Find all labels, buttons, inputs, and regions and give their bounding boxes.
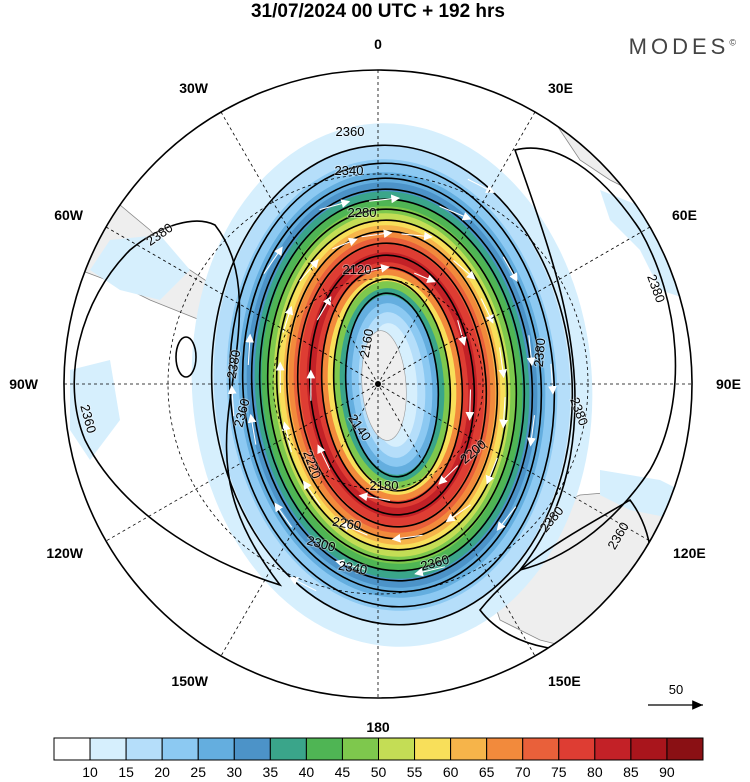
colorbar-swatch	[233, 737, 271, 761]
brand-name: MODES	[628, 34, 730, 59]
lon-label-30e: 30E	[548, 80, 573, 96]
lon-label-30w: 30W	[179, 80, 209, 96]
colorbar-swatch	[53, 737, 91, 761]
colorbar-swatch	[666, 737, 704, 761]
colorbar-swatch	[341, 737, 380, 761]
colorbar-label: 50	[370, 764, 387, 780]
contour-label: 2120	[343, 262, 372, 277]
colorbar-swatch	[414, 737, 452, 761]
colorbar-label: 80	[587, 764, 603, 780]
contour-label: 2360	[336, 124, 365, 139]
colorbar-label: 15	[118, 764, 134, 780]
lon-label-60w: 60W	[54, 207, 84, 223]
lon-label-180: 180	[366, 719, 390, 735]
lon-label-150w: 150W	[171, 673, 208, 689]
map-title: 31/07/2024 00 UTC + 192 hrs	[250, 1, 506, 22]
lon-label-120e: 120E	[673, 545, 706, 561]
colorbar	[53, 737, 704, 761]
colorbar-swatch	[305, 737, 343, 761]
wind-vectors	[227, 178, 557, 592]
brand-logo: MODES©	[629, 34, 736, 60]
colorbar-label: 35	[262, 764, 279, 780]
colorbar-swatch	[522, 737, 560, 761]
copyright-mark: ©	[729, 37, 736, 48]
colorbar-swatch	[378, 737, 416, 761]
lon-label-0: 0	[374, 36, 382, 52]
lon-label-150e: 150E	[548, 673, 581, 689]
outer-wind-patches	[70, 190, 692, 520]
colorbar-label: 10	[82, 764, 98, 780]
colorbar-label: 90	[659, 764, 675, 780]
south-pole-marker	[375, 381, 381, 387]
contour-label: 2180	[370, 478, 399, 493]
colorbar-swatch	[630, 737, 668, 761]
colorbar-label: 75	[550, 764, 567, 780]
vector-scale: 50	[648, 682, 703, 710]
colorbar-swatch	[269, 737, 307, 761]
graticule	[64, 70, 692, 698]
colorbar-label: 45	[334, 764, 351, 780]
colorbar-swatch	[89, 737, 127, 761]
colorbar-swatch	[125, 737, 163, 761]
colorbar-label: 70	[514, 764, 531, 780]
contour-label: 2280	[348, 205, 377, 220]
colorbar-swatch	[594, 737, 632, 761]
colorbar-label: 85	[623, 764, 639, 780]
colorbar-label: 20	[154, 764, 170, 780]
contour-label: 2380	[531, 338, 548, 368]
map-boundary	[63, 69, 693, 699]
colorbar-swatch	[197, 737, 235, 761]
colorbar-label: 65	[478, 764, 495, 780]
colorbar-label: 40	[298, 764, 315, 780]
colorbar-swatch	[450, 737, 488, 761]
colorbar-label: 55	[406, 764, 423, 780]
lon-label-90w: 90W	[9, 376, 39, 392]
colorbar-label: 30	[226, 764, 243, 780]
colorbar-swatch	[558, 737, 596, 761]
colorbar-swatch	[486, 737, 524, 761]
contour-label: 2260	[331, 514, 362, 534]
contour-label: 2380	[224, 349, 244, 380]
contour-label: 2160	[357, 328, 377, 359]
colorbar-swatch	[161, 737, 199, 761]
contour-label: 2340	[335, 163, 364, 178]
lon-label-90e: 90E	[716, 376, 741, 392]
contour-label: 2340	[337, 558, 368, 578]
lon-label-60e: 60E	[672, 207, 697, 223]
colorbar-label: 25	[190, 764, 207, 780]
lon-label-120w: 120W	[46, 545, 83, 561]
map-content	[64, 74, 692, 661]
colorbar-label: 60	[442, 764, 459, 780]
longitude-labels: 0 30E 60E 90E 120E 150E 180 150W 120W 90…	[9, 36, 741, 735]
vector-scale-label: 50	[669, 682, 683, 697]
